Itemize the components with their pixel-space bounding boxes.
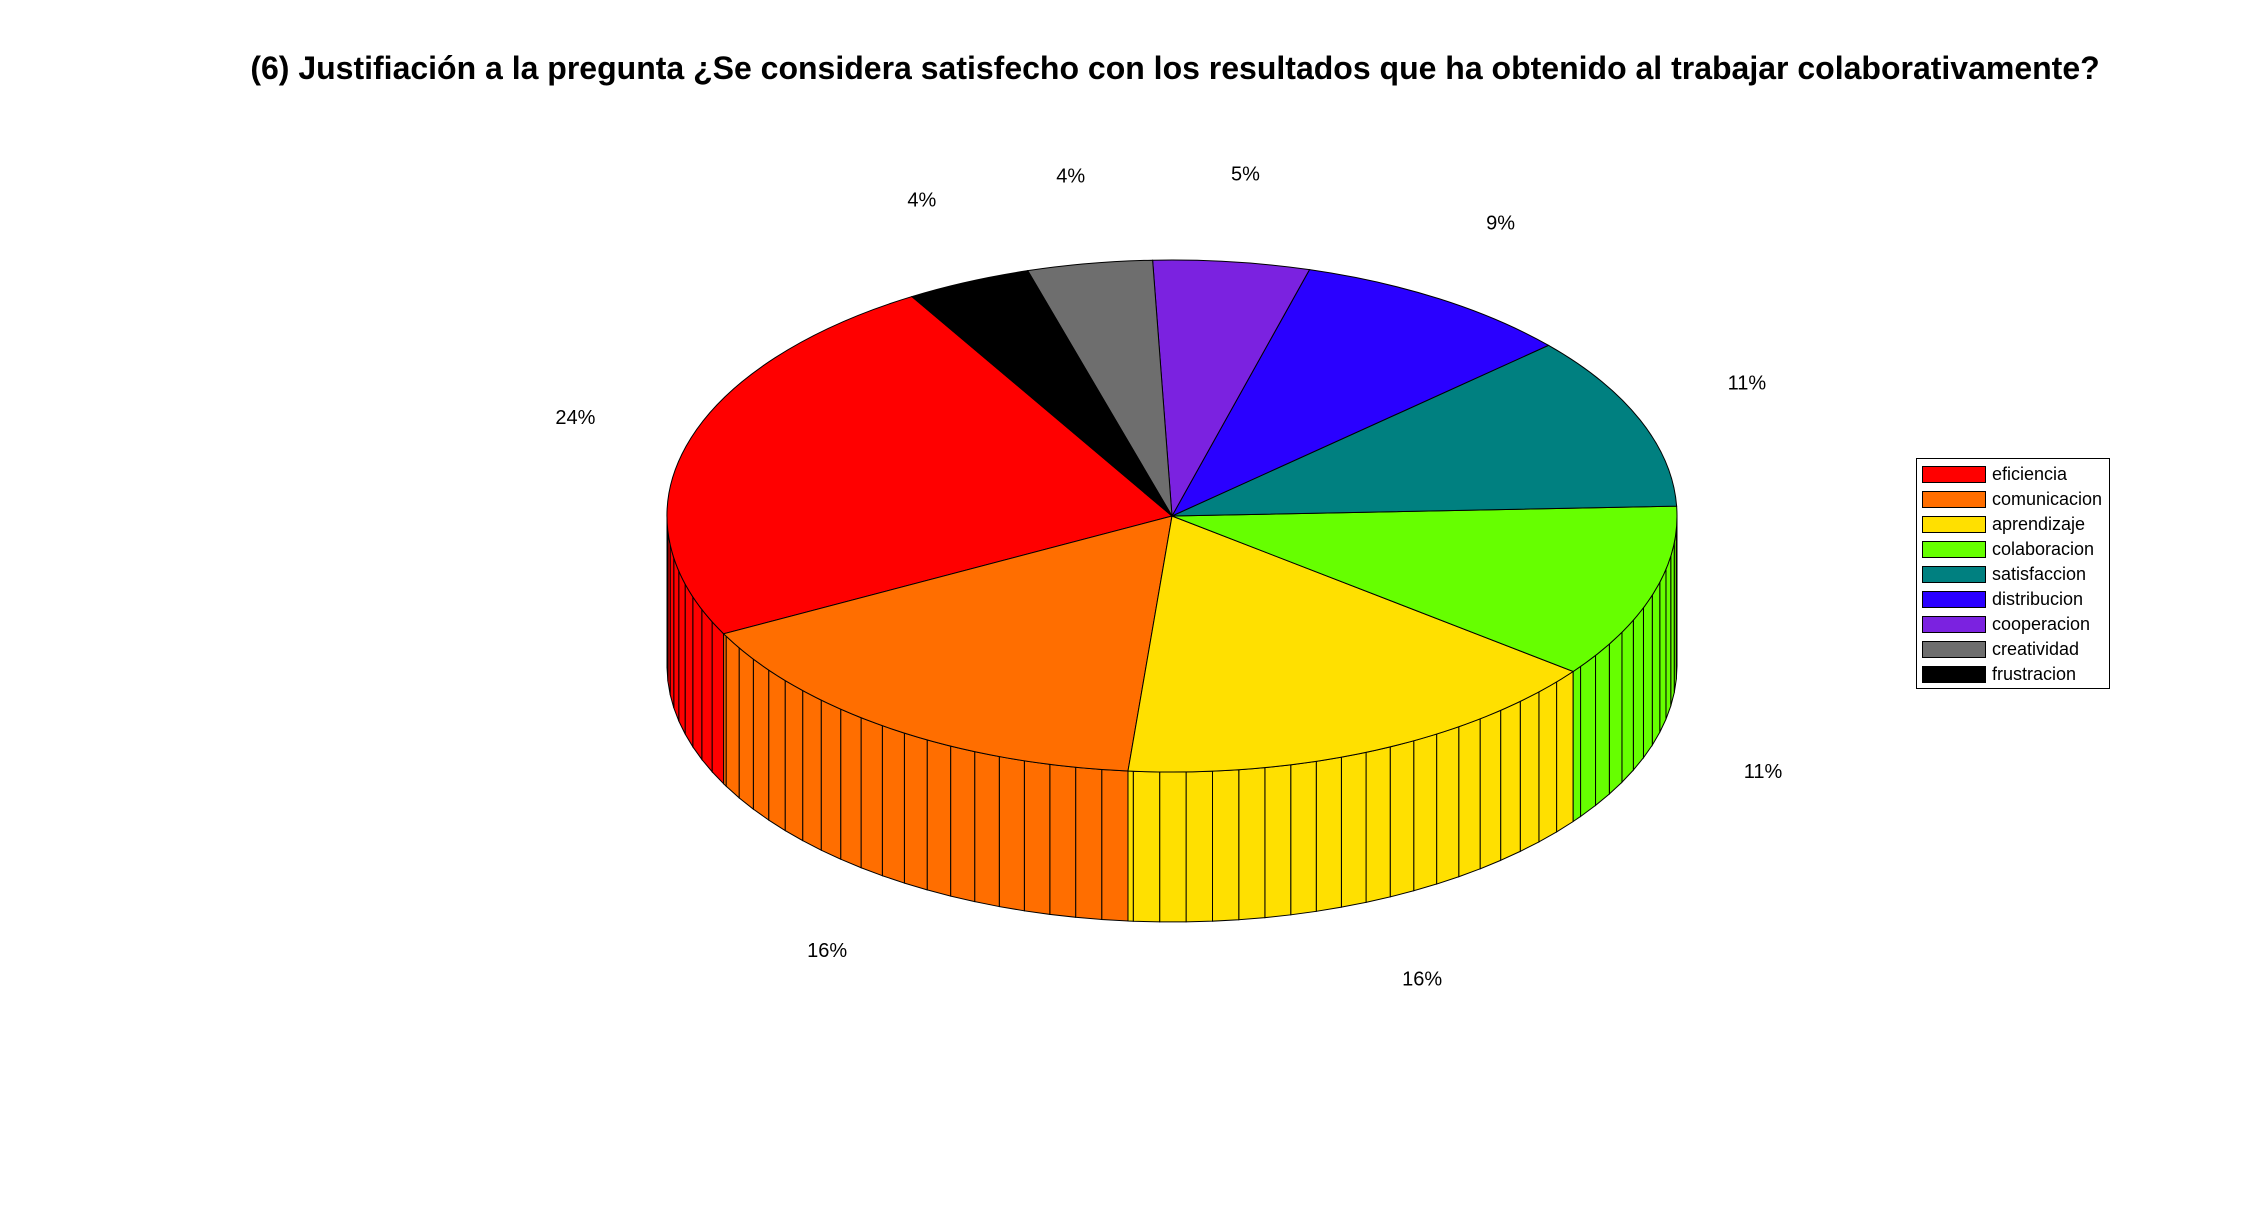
legend-swatch-distribucion [1922,591,1986,608]
legend-swatch-cooperacion [1922,616,1986,633]
pie-side-eficiencia [684,582,694,749]
pie-side-aprendizaje [1500,700,1521,862]
pie-side-colaboracion [1580,654,1597,818]
pie-side-aprendizaje [1185,770,1214,923]
pie-side-comunicacion [725,635,740,799]
legend-swatch-satisfaccion [1922,566,1986,583]
legend-label-eficiencia: eficiencia [1992,464,2068,484]
legend-label-frustracion: frustracion [1992,664,2077,684]
pie-side-colaboracion [1621,618,1634,784]
pie-side-colaboracion [1670,542,1675,707]
pie-side-comunicacion [950,745,976,903]
pie-side-comunicacion [998,755,1025,912]
pie-side-eficiencia [701,608,713,774]
legend-swatch-eficiencia [1922,466,1986,483]
pie-side-comunicacion [1049,763,1077,918]
pct-label-eficiencia: 24% [555,407,595,429]
pie-side-aprendizaje [1458,718,1481,878]
legend-label-cooperacion: cooperacion [1992,614,2091,634]
pie-side-eficiencia [711,620,725,786]
pie-side-comunicacion [752,658,770,822]
pie-side-aprendizaje [1290,760,1317,916]
pie-side-comunicacion [1101,768,1129,922]
pie-side-aprendizaje [1479,709,1502,870]
pie-side-comunicacion [860,717,883,877]
pie-side-comunicacion [903,732,928,891]
pct-label-comunicacion: 16% [807,940,847,962]
pie-slice-satisfaccion [1171,344,1678,517]
pie-side-aprendizaje [1315,756,1342,912]
pie-side-eficiencia [692,595,703,761]
pie-side-aprendizaje [1212,769,1240,922]
pct-label-aprendizaje: 16% [1402,968,1442,990]
pie-side-aprendizaje [1238,767,1266,921]
pie-side-aprendizaje [1519,691,1540,853]
pie-side-colaboracion [1595,642,1610,807]
pie-side-eficiencia [678,570,686,735]
pie-side-aprendizaje [1264,764,1292,919]
legend: eficiencia comunicacion aprendizaje colabor… [1916,458,2110,689]
pie-side-aprendizaje [1365,746,1391,903]
pie-side-aprendizaje [1389,740,1415,898]
pie-side-colaboracion [1651,580,1661,747]
legend-label-comunicacion: comunicacion [1992,489,2103,509]
pie-side-aprendizaje [1132,770,1161,923]
pie-slice-comunicacion [722,515,1173,772]
pie-side-aprendizaje [1413,733,1438,892]
pie-side-colaboracion [1572,665,1582,823]
pie-side-colaboracion [1659,569,1667,733]
pie-side-comunicacion [784,679,804,842]
pct-label-creatividad: 4% [1056,166,1085,188]
legend-label-creatividad: creatividad [1992,639,2080,659]
pie-side-aprendizaje [1127,770,1134,922]
legend-swatch-frustracion [1922,666,1986,683]
pie-side-eficiencia [673,557,680,722]
pct-label-distribucion: 9% [1486,212,1515,234]
pie-side-comunicacion [881,725,905,884]
pie-side-colaboracion [1665,555,1672,720]
pie-slice-cooperacion [1152,259,1311,518]
pie-side-aprendizaje [1340,751,1367,908]
legend-swatch-colaboracion [1922,541,1986,558]
pct-label-colaboracion: 11% [1744,761,1783,783]
pie-side-comunicacion [1023,760,1051,915]
pie-side-comunicacion [723,632,727,788]
legend-swatch-aprendizaje [1922,516,1986,533]
pie-side-comunicacion [768,669,786,832]
pie-slice-aprendizaje [1127,515,1575,773]
pie-side-comunicacion [738,646,754,811]
legend-label-distribucion: distribucion [1992,589,2084,609]
legend-label-aprendizaje: aprendizaje [1992,514,2086,534]
legend-label-colaboracion: colaboracion [1992,539,2095,559]
pie-slice-frustracion [910,270,1173,517]
pie-side-comunicacion [820,699,842,860]
pie-side-colaboracion [1608,631,1623,796]
pct-label-frustracion: 4% [907,190,936,212]
pie-slice-colaboracion [1171,505,1678,673]
pie-slice-eficiencia [666,296,1174,635]
pie-side-comunicacion [802,689,822,851]
pie-side-colaboracion [1642,593,1653,760]
pie-slice-distribucion [1170,269,1550,518]
pie-side-comunicacion [926,739,952,897]
pie-side-aprendizaje [1436,726,1460,885]
legend-label-satisfaccion: satisfaccion [1992,564,2087,584]
pie-side-comunicacion [1075,766,1103,921]
pie-side-eficiencia [669,544,675,708]
pie-side-comunicacion [974,751,1000,908]
pie-side-colaboracion [1632,606,1644,772]
pie-side-aprendizaje [1538,681,1558,843]
legend-swatch-creatividad [1922,641,1986,658]
legend-swatch-comunicacion [1922,491,1986,508]
pie-side-comunicacion [840,708,862,869]
pie-side-aprendizaje [1159,771,1187,923]
pie-side-aprendizaje [1556,670,1574,833]
chart-title: (6) Justifiación a la pregunta ¿Se consi… [250,50,2100,86]
pct-label-cooperacion: 5% [1231,163,1260,185]
pct-label-satisfaccion: 11% [1728,372,1767,394]
